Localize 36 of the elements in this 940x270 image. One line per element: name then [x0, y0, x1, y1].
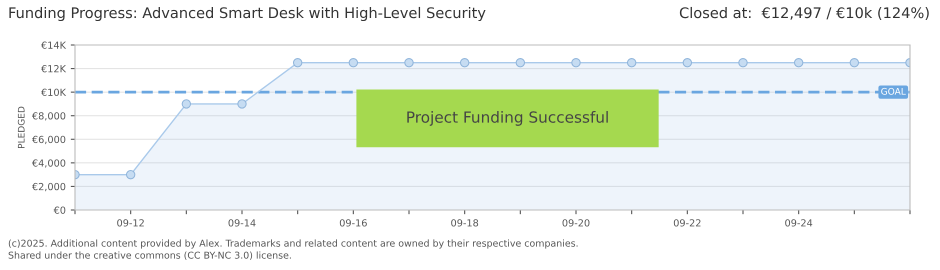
x-tick-label: 09-18 [451, 219, 478, 227]
y-tick-label: €14K [41, 41, 66, 49]
x-tick-label: 09-24 [785, 219, 812, 227]
annotation: Project Funding Successful [407, 111, 608, 126]
x-tick-label: 09-16 [340, 219, 367, 227]
point [682, 58, 692, 68]
y-tick-label: €0 [54, 206, 66, 214]
y-axis-title: PLEDGED [18, 106, 25, 148]
chart-subtitle: Closed at: €12,497 / €10k (124%) [680, 6, 929, 20]
point [794, 58, 804, 68]
text: (c)2025. Additional content provided by Alex. Trademarks and related content are owned by their respective companies. [8, 239, 578, 249]
point [850, 58, 860, 68]
y-tick-label: €12K [41, 65, 66, 72]
y-tick-label: €8,000 [32, 112, 66, 121]
x-tick-label: 09-22 [674, 219, 700, 227]
x-tick-label: 09-20 [562, 219, 590, 227]
ref-line-label: GOAL [881, 88, 906, 95]
y-tick-label: €2,000 [32, 182, 66, 192]
point [571, 58, 581, 68]
y-tick-label: €4,000 [32, 159, 66, 168]
y-tick-label: €10K [41, 88, 66, 96]
point [348, 58, 358, 68]
y-tick-label: €6,000 [32, 136, 66, 144]
point [516, 58, 526, 68]
point [738, 58, 748, 68]
point [182, 99, 192, 109]
point [404, 58, 414, 68]
x-tick-label: 09-14 [228, 219, 256, 227]
x-tick-label: 09-12 [117, 219, 144, 227]
text: Shared under the creative commons (CC BY-NC 3.0) license. [8, 251, 291, 260]
point [237, 99, 247, 109]
point [626, 58, 636, 68]
point [460, 58, 470, 68]
point [126, 170, 136, 180]
chart-title: Funding Progress: Advanced Smart Desk with High-Level Security [9, 6, 486, 22]
point [292, 58, 302, 68]
